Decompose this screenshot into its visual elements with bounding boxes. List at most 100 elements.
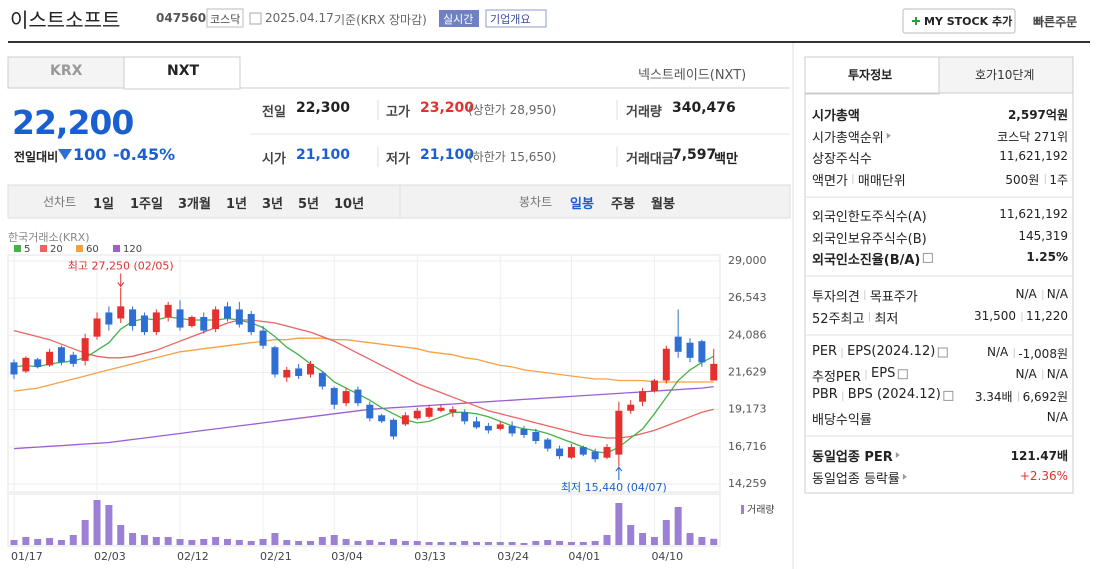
info-tab[interactable]: 호가10단계 — [975, 68, 1035, 82]
candle-body — [69, 354, 77, 364]
info-frame — [804, 92, 1074, 494]
volume-label: 거래량 — [747, 504, 775, 516]
candle-body — [390, 419, 398, 437]
change-rate: -0.45% — [113, 145, 176, 164]
volume-bar — [354, 541, 362, 545]
period-tab[interactable]: 10년 — [334, 197, 365, 212]
candle-body — [508, 425, 516, 434]
active-tab — [804, 56, 940, 95]
market-badge: 코스닥 — [210, 13, 241, 26]
quote-value: 21,100 — [420, 147, 475, 163]
candle-body — [117, 306, 125, 319]
badge — [206, 8, 244, 28]
volume-bar — [57, 540, 65, 545]
date: 2025.04.17 — [265, 11, 334, 25]
info-value: 31,500 — [974, 308, 1016, 323]
volume-bar — [473, 542, 481, 545]
quote-value: 7,597 — [672, 147, 717, 163]
volume-bar — [46, 538, 54, 545]
info-label: 외국인한도주식수(A) — [812, 210, 927, 225]
candle-body — [473, 421, 481, 428]
candle-body — [152, 312, 160, 333]
arrow-icon — [886, 132, 891, 139]
volume-bar — [401, 541, 409, 545]
volume-bar — [259, 539, 267, 545]
y-tick-label: 14,259 — [728, 477, 767, 490]
period-tab[interactable]: 1주일 — [130, 197, 163, 212]
volume-bar — [69, 535, 77, 545]
plus-icon — [912, 17, 920, 25]
quote-value: 23,200 — [420, 100, 475, 116]
candle-tab[interactable]: 주봉 — [611, 197, 635, 212]
quick-order[interactable]: 빠른주문 — [1033, 15, 1078, 29]
x-tick-label: 02/12 — [177, 550, 209, 563]
x-tick-label: 02/21 — [260, 550, 292, 563]
help-icon[interactable] — [922, 252, 933, 263]
realtime-badge[interactable]: 실시간 — [443, 13, 474, 26]
period-tab[interactable]: 1년 — [226, 197, 248, 212]
candle-body — [674, 336, 682, 352]
candle-body — [283, 369, 291, 378]
period-tab[interactable]: 1일 — [93, 197, 115, 212]
help-icon[interactable] — [937, 347, 948, 358]
info-label: 매매단위 — [857, 174, 906, 190]
volume-bar — [271, 533, 279, 545]
plot-frame — [7, 254, 721, 493]
y-tick-label: 19,173 — [728, 403, 767, 416]
company-badge[interactable]: 기업개요 — [490, 13, 531, 26]
info-value: 145,319 — [1018, 228, 1068, 243]
info-tab[interactable]: 투자정보 — [848, 68, 893, 82]
nxt-link[interactable]: 넥스트레이드(NXT) — [638, 68, 747, 83]
info-label: 시가총액 — [812, 109, 860, 124]
candle-body — [164, 304, 172, 317]
help-icon[interactable] — [943, 390, 954, 401]
high-annotation: 최고 27,250 (02/05) — [68, 259, 174, 272]
exchange-tab[interactable]: KRX — [50, 63, 83, 79]
volume-bar — [307, 541, 314, 545]
info-value: N/A — [1046, 366, 1068, 381]
candle-body — [615, 410, 623, 455]
badge[interactable] — [485, 9, 547, 28]
period-tab[interactable]: 3개월 — [178, 197, 211, 212]
candle-body — [532, 431, 540, 442]
quote-unit: 백만 — [714, 152, 738, 167]
arrow-icon — [902, 473, 907, 480]
info-value: N/A — [1046, 287, 1068, 301]
x-tick-label: 03/13 — [414, 550, 446, 563]
quote-label: 저가 — [386, 152, 410, 167]
volume-bar — [413, 541, 421, 545]
change: 100 — [73, 145, 107, 164]
candle-body — [591, 451, 599, 460]
volume-bar — [627, 525, 635, 545]
help-icon[interactable] — [897, 369, 908, 380]
candle-body — [57, 347, 65, 363]
period-tab[interactable]: 3년 — [262, 197, 284, 212]
info-label: PBR — [812, 387, 838, 403]
candle-body — [378, 415, 386, 422]
volume-bar — [449, 542, 457, 545]
candle-body — [354, 389, 362, 404]
candle-body — [437, 407, 445, 411]
legend-label: 120 — [123, 244, 142, 255]
candle-body — [188, 316, 196, 327]
volume-bar — [650, 537, 658, 545]
period-tab[interactable]: 5년 — [298, 197, 320, 212]
volume-bar — [662, 520, 670, 545]
candle-tab[interactable]: 일봉 — [570, 197, 594, 212]
volume-bar — [674, 507, 682, 545]
info-value: 코스닥 271위 — [997, 129, 1068, 144]
my-stock[interactable]: MY STOCK 추가 — [924, 15, 1013, 28]
volume-bar — [556, 541, 564, 545]
legend-label: 60 — [86, 244, 99, 255]
exchange-tab[interactable]: NXT — [167, 63, 200, 79]
volume-bar — [318, 537, 326, 545]
legend-label: 20 — [50, 244, 63, 255]
my-stock-button[interactable] — [902, 8, 1016, 34]
candle-body — [662, 348, 670, 381]
candle-tab[interactable]: 월봉 — [651, 197, 675, 212]
info-value: 11,621,192 — [999, 207, 1068, 221]
volume-bar — [22, 537, 30, 545]
candle-body — [307, 363, 314, 375]
x-tick-label: 03/24 — [497, 550, 529, 563]
